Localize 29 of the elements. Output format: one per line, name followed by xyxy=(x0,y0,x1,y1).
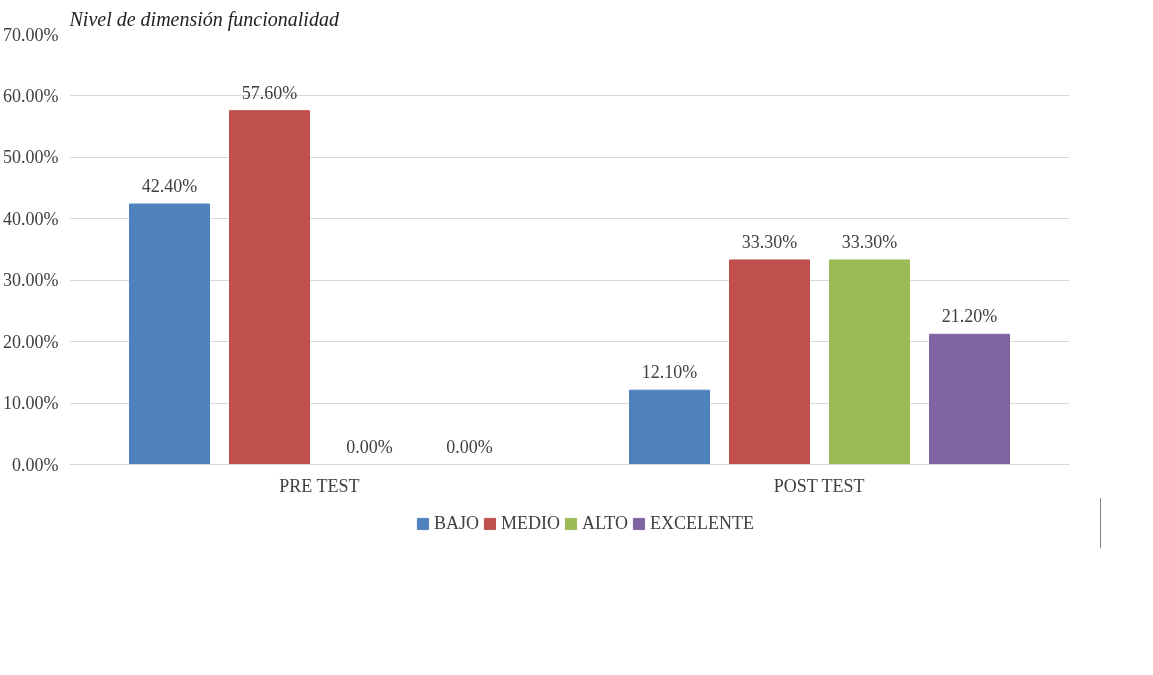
y-tick-label: 10.00% xyxy=(3,393,59,414)
legend-label: EXCELENTE xyxy=(650,512,755,534)
bar xyxy=(129,203,210,465)
legend-label: BAJO xyxy=(433,512,480,534)
chart-title: Nivel de dimensión funcionalidad xyxy=(68,7,340,31)
bar xyxy=(629,389,710,465)
data-label: 0.00% xyxy=(346,436,393,457)
y-tick-label: 50.00% xyxy=(3,147,59,168)
data-label: 33.30% xyxy=(841,231,898,252)
data-label: 21.20% xyxy=(941,306,998,327)
bar xyxy=(229,110,310,465)
data-label: 12.10% xyxy=(641,362,698,383)
y-tick-label: 30.00% xyxy=(3,270,59,291)
x-tick-label: POST TEST xyxy=(773,475,865,496)
data-label: 0.00% xyxy=(446,436,493,457)
y-tick-label: 40.00% xyxy=(3,208,59,229)
bar xyxy=(729,259,810,465)
legend-label: ALTO xyxy=(582,512,629,534)
data-label: 33.30% xyxy=(741,231,798,252)
y-tick-label: 70.00% xyxy=(3,24,59,45)
y-tick-label: 60.00% xyxy=(3,85,59,106)
y-tick-label: 20.00% xyxy=(3,331,59,352)
legend-label: MEDIO xyxy=(501,512,561,534)
x-tick-label: PRE TEST xyxy=(279,475,360,496)
y-tick-label: 0.00% xyxy=(12,454,59,475)
data-label: 57.60% xyxy=(241,82,298,103)
bar xyxy=(829,259,910,465)
bar xyxy=(929,333,1010,465)
data-label: 42.40% xyxy=(141,176,198,197)
